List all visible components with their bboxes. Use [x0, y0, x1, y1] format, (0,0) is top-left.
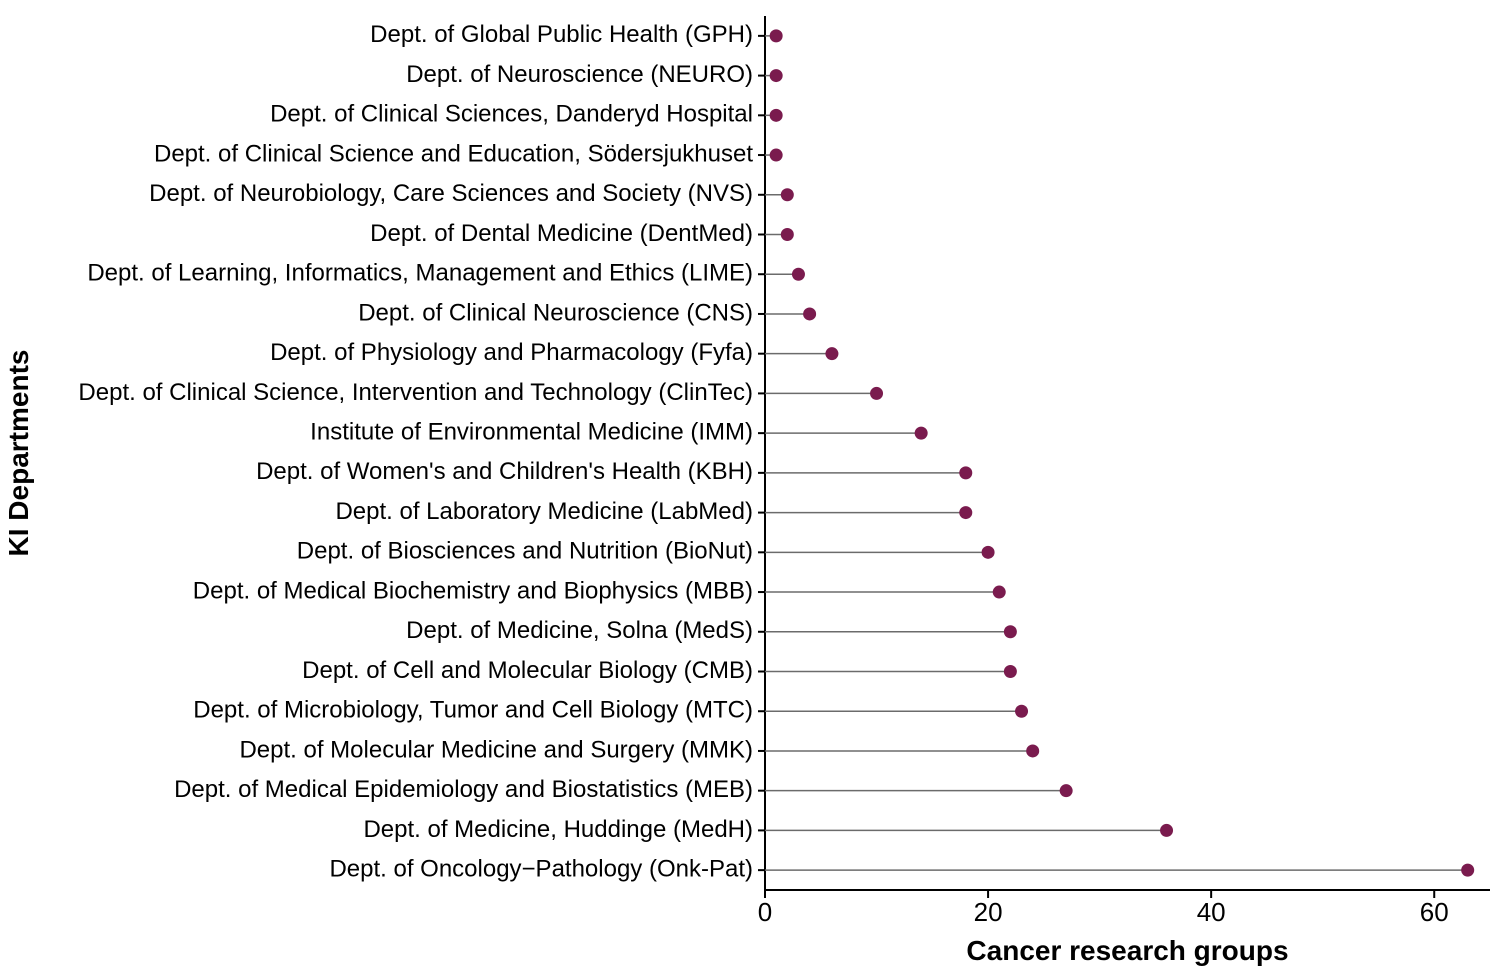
- y-tick-label: Dept. of Clinical Science, Intervention …: [78, 379, 753, 406]
- lollipop-dot: [781, 188, 794, 201]
- y-tick-label: Dept. of Learning, Informatics, Manageme…: [87, 260, 753, 287]
- lollipop-dot: [959, 506, 972, 519]
- y-tick-label: Dept. of Medical Epidemiology and Biosta…: [174, 776, 753, 803]
- y-tick-label: Dept. of Global Public Health (GPH): [370, 21, 753, 48]
- lollipop-dot: [803, 307, 816, 320]
- y-tick-label: Dept. of Medicine, Solna (MedS): [406, 617, 753, 644]
- y-tick-label: Dept. of Medicine, Huddinge (MedH): [363, 816, 753, 843]
- lollipop-dot: [915, 427, 928, 440]
- y-tick-label: Dept. of Oncology−Pathology (Onk-Pat): [329, 855, 753, 882]
- x-tick-label: 60: [1420, 897, 1449, 927]
- y-tick-label: Dept. of Molecular Medicine and Surgery …: [239, 736, 753, 763]
- lollipop-dot: [982, 546, 995, 559]
- lollipop-dot: [792, 268, 805, 281]
- lollipop-dot: [1004, 625, 1017, 638]
- lollipop-dot: [870, 387, 883, 400]
- lollipop-dot: [993, 586, 1006, 599]
- lollipop-dot: [781, 228, 794, 241]
- y-axis-title: KI Departments: [3, 350, 34, 557]
- y-tick-label: Dept. of Biosciences and Nutrition (BioN…: [297, 538, 753, 565]
- y-tick-label: Dept. of Clinical Science and Education,…: [154, 140, 753, 167]
- y-tick-label: Dept. of Dental Medicine (DentMed): [370, 220, 753, 247]
- y-tick-label: Dept. of Neuroscience (NEURO): [406, 61, 753, 88]
- y-tick-label: Dept. of Women's and Children's Health (…: [256, 458, 753, 485]
- x-tick-label: 40: [1197, 897, 1226, 927]
- lollipop-dot: [770, 149, 783, 162]
- x-tick-label: 20: [974, 897, 1003, 927]
- y-tick-label: Dept. of Neurobiology, Care Sciences and…: [149, 180, 753, 207]
- y-tick-label: Dept. of Microbiology, Tumor and Cell Bi…: [193, 697, 753, 724]
- y-tick-label: Dept. of Medical Biochemistry and Biophy…: [193, 577, 753, 604]
- lollipop-dot: [770, 109, 783, 122]
- lollipop-dot: [1461, 864, 1474, 877]
- lollipop-dot: [825, 347, 838, 360]
- y-tick-label: Dept. of Clinical Neuroscience (CNS): [358, 299, 753, 326]
- lollipop-chart: 0 20 40 60 Dept. of Global Public Health (GP…: [0, 0, 1500, 973]
- y-tick-label: Dept. of Physiology and Pharmacology (Fy…: [270, 339, 753, 366]
- lollipop-dot: [1026, 744, 1039, 757]
- lollipop-dot: [959, 466, 972, 479]
- lollipop-dot: [1004, 665, 1017, 678]
- y-tick-label: Dept. of Cell and Molecular Biology (CMB…: [302, 657, 753, 684]
- chart-container: 0 20 40 60 Dept. of Global Public Health (GP…: [0, 0, 1500, 973]
- lollipop-dot: [770, 69, 783, 82]
- x-tick-label: 0: [758, 897, 772, 927]
- y-tick-label: Institute of Environmental Medicine (IMM…: [310, 418, 753, 445]
- lollipop-dot: [1160, 824, 1173, 837]
- x-axis-title: Cancer research groups: [966, 935, 1288, 966]
- y-tick-label: Dept. of Clinical Sciences, Danderyd Hos…: [270, 101, 753, 128]
- lollipop-dot: [1015, 705, 1028, 718]
- lollipop-dot: [1060, 784, 1073, 797]
- lollipop-dot: [770, 29, 783, 42]
- y-tick-label: Dept. of Laboratory Medicine (LabMed): [335, 498, 753, 525]
